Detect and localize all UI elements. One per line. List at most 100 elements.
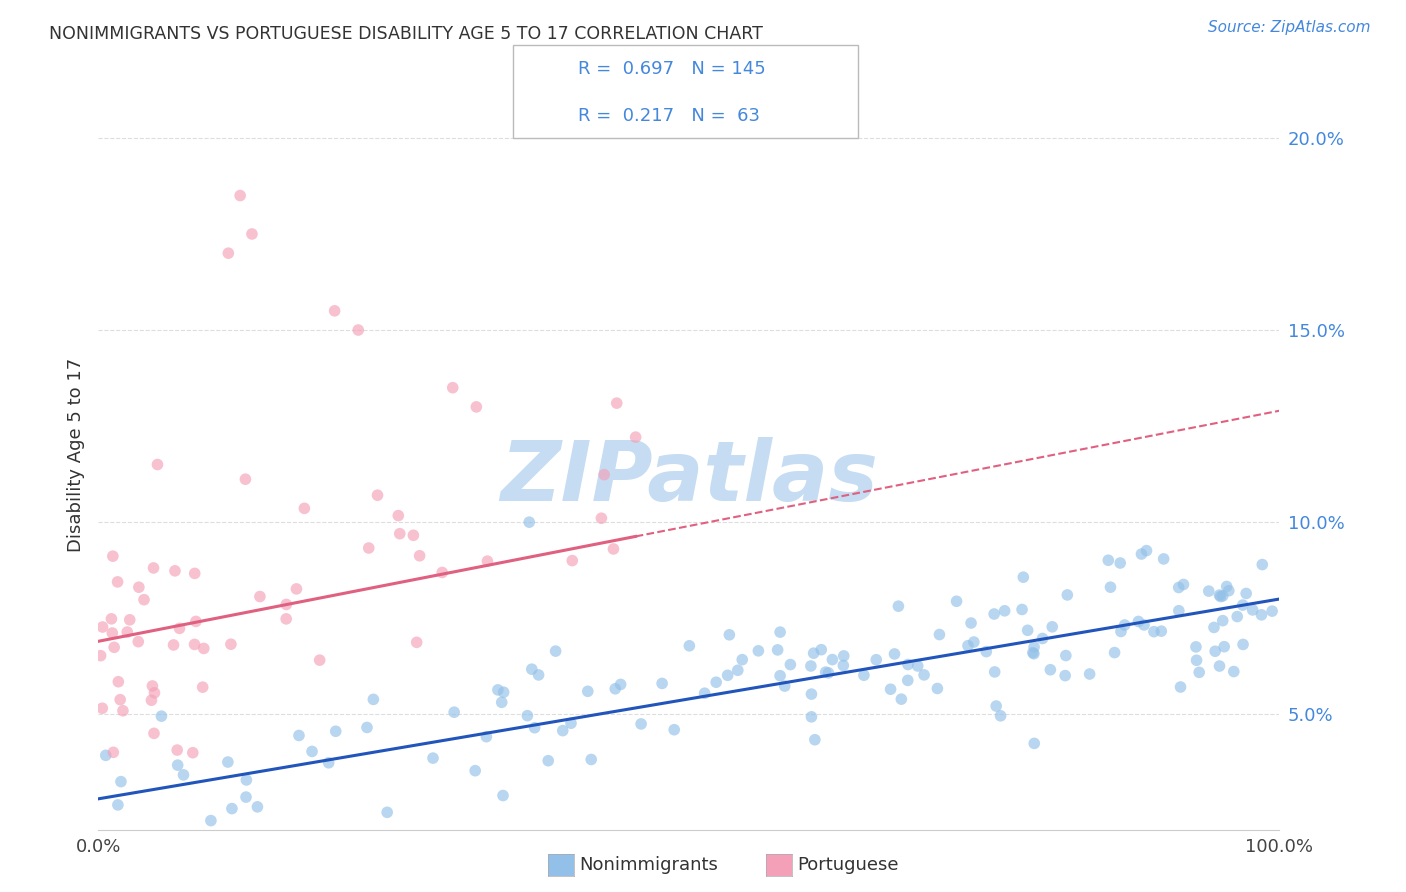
Point xyxy=(464,764,486,778)
Point xyxy=(1017,624,1039,638)
Point xyxy=(560,716,582,731)
Point xyxy=(191,680,214,694)
Point xyxy=(229,188,252,202)
Point xyxy=(1188,665,1211,680)
Point xyxy=(897,657,920,672)
Point xyxy=(235,472,257,486)
Point xyxy=(108,842,131,856)
Point xyxy=(183,637,205,651)
Point xyxy=(1251,558,1274,572)
Point xyxy=(402,528,425,542)
Point xyxy=(520,662,543,676)
Point xyxy=(285,582,308,596)
Point xyxy=(128,580,150,594)
Point xyxy=(1170,680,1192,694)
Point xyxy=(1173,577,1195,591)
Point xyxy=(1039,663,1062,677)
Point xyxy=(110,774,132,789)
Point xyxy=(1130,547,1153,561)
Point xyxy=(516,708,538,723)
Point xyxy=(141,679,163,693)
Point xyxy=(441,381,464,395)
Point xyxy=(994,604,1017,618)
Point xyxy=(217,755,239,769)
Point xyxy=(1054,668,1077,682)
Point xyxy=(276,598,298,612)
Point xyxy=(1024,640,1046,654)
Point xyxy=(127,634,149,648)
Point xyxy=(1150,624,1173,639)
Point xyxy=(1114,618,1136,632)
Point xyxy=(1202,620,1225,634)
Text: R =  0.697   N = 145: R = 0.697 N = 145 xyxy=(578,60,766,78)
Point xyxy=(388,526,411,541)
Point xyxy=(486,682,509,697)
Point xyxy=(101,549,124,564)
Point xyxy=(217,246,239,260)
Point xyxy=(94,748,117,763)
Point xyxy=(747,644,769,658)
Point xyxy=(1218,583,1240,598)
Point xyxy=(1012,570,1035,584)
Point xyxy=(143,686,166,700)
Point xyxy=(1185,640,1208,654)
Point xyxy=(717,668,740,682)
Point xyxy=(537,754,560,768)
Point xyxy=(821,652,844,666)
Point xyxy=(325,724,347,739)
Point xyxy=(927,681,949,696)
Point xyxy=(1185,653,1208,667)
Point xyxy=(141,693,163,707)
Point xyxy=(1223,665,1246,679)
Point xyxy=(810,642,832,657)
Point xyxy=(475,730,498,744)
Point xyxy=(1011,602,1033,616)
Point xyxy=(193,641,215,656)
Point xyxy=(356,721,378,735)
Point xyxy=(879,682,901,697)
Point xyxy=(523,721,546,735)
Point xyxy=(912,668,935,682)
Point xyxy=(108,692,131,706)
Text: Nonimmigrants: Nonimmigrants xyxy=(579,855,718,874)
Point xyxy=(184,615,207,629)
Point xyxy=(1153,552,1175,566)
Point xyxy=(249,590,271,604)
Point xyxy=(865,653,887,667)
Point xyxy=(465,400,488,414)
Point xyxy=(907,659,929,673)
Point xyxy=(1226,609,1249,624)
Point xyxy=(651,676,673,690)
Point xyxy=(779,657,801,672)
Point xyxy=(166,743,188,757)
Point xyxy=(1054,648,1077,663)
Point xyxy=(1215,579,1237,593)
Point xyxy=(1213,640,1236,654)
Point xyxy=(107,674,129,689)
Point xyxy=(832,658,855,673)
Point xyxy=(166,758,188,772)
Point xyxy=(983,607,1005,621)
Point xyxy=(142,561,165,575)
Point xyxy=(664,723,686,737)
Point xyxy=(1056,588,1078,602)
Point xyxy=(101,626,124,640)
Point xyxy=(308,653,330,667)
Point xyxy=(1022,647,1045,661)
Y-axis label: Disability Age 5 to 17: Disability Age 5 to 17 xyxy=(66,358,84,552)
Point xyxy=(1241,603,1264,617)
Point xyxy=(1128,615,1150,629)
Point xyxy=(602,541,624,556)
Point xyxy=(814,665,837,679)
Point xyxy=(990,708,1012,723)
Point xyxy=(183,566,205,581)
Point xyxy=(100,612,122,626)
Point xyxy=(1212,589,1234,603)
Point xyxy=(852,668,875,682)
Point xyxy=(301,744,323,758)
Point xyxy=(727,663,749,677)
Point xyxy=(288,729,311,743)
Point xyxy=(375,805,398,820)
Point xyxy=(804,732,827,747)
Point xyxy=(769,625,792,640)
